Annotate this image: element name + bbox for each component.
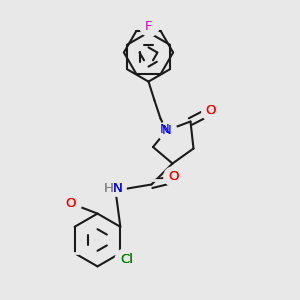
Text: F: F [145, 20, 152, 34]
Text: O: O [65, 197, 76, 210]
Text: O: O [65, 197, 76, 210]
Text: O: O [205, 104, 216, 118]
Text: Cl: Cl [121, 253, 134, 266]
Text: Cl: Cl [121, 253, 134, 266]
Text: N: N [113, 182, 123, 195]
Text: N: N [162, 124, 171, 137]
Text: O: O [168, 170, 178, 183]
Text: H: H [104, 182, 114, 195]
Text: H: H [104, 182, 114, 195]
Text: O: O [168, 170, 178, 183]
Text: N: N [160, 122, 170, 136]
Text: N: N [113, 182, 123, 195]
Text: O: O [206, 104, 216, 118]
Text: F: F [145, 20, 152, 33]
Text: N: N [160, 123, 170, 136]
